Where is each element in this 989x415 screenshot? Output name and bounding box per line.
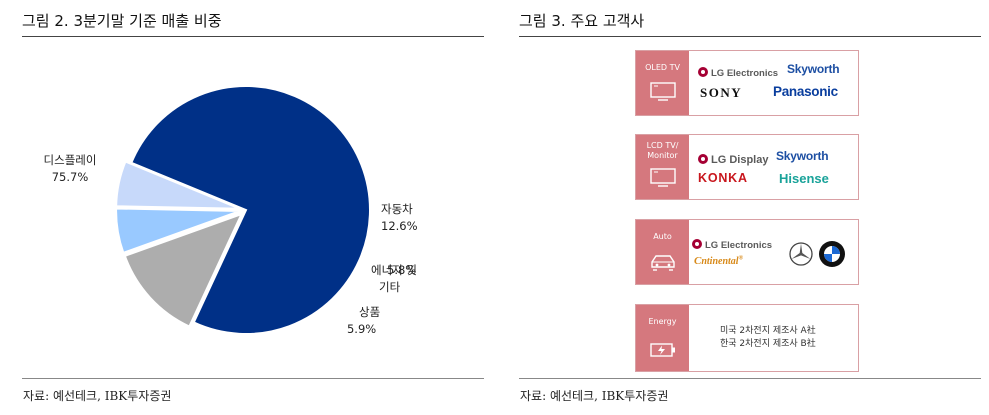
lg-logo-icon bbox=[692, 239, 702, 249]
tag-label: OLED TV bbox=[645, 63, 680, 72]
slice-name-goods: 상품 bbox=[359, 305, 381, 319]
slice-value-energy: 5.8% bbox=[387, 263, 417, 277]
chart-title: 그림 2. 3분기말 기준 매출 비중 bbox=[22, 12, 222, 30]
bmw-logo-icon bbox=[819, 241, 845, 267]
slice-label-goods: 상품 5.9% bbox=[343, 304, 380, 338]
energy-customer-b: 한국 2차전지 제조사 B社 bbox=[720, 339, 816, 349]
logo-hisense: Hisense bbox=[779, 171, 829, 186]
slice-name-auto: 자동차 bbox=[381, 202, 413, 216]
pie-slice-1 bbox=[123, 212, 244, 328]
slice-label-display: 디스플레이 75.7% bbox=[30, 152, 110, 186]
tag-oled-tv: OLED TV bbox=[636, 51, 689, 115]
lg-logo-icon bbox=[698, 154, 708, 164]
pie-slice-0 bbox=[130, 85, 371, 335]
card-energy: Energy 미국 2차전지 제조사 A社 한국 2차전지 제조사 B社 bbox=[635, 304, 859, 372]
tag-energy: Energy bbox=[636, 305, 689, 371]
customers-title: 그림 3. 주요 고객사 bbox=[519, 12, 645, 30]
slice-label-energy: 에너지 및 기타 5.8% bbox=[371, 262, 417, 294]
tag-label: Energy bbox=[648, 317, 677, 326]
logo-skyworth: Skyworth bbox=[787, 62, 840, 76]
logo-panasonic: Panasonic bbox=[773, 84, 838, 99]
logo-konka: KONKA bbox=[698, 171, 748, 185]
tv-icon bbox=[650, 82, 676, 101]
logo-lg-electronics: LG Electronics bbox=[692, 235, 772, 253]
card-lcd-monitor: LCD TV/ Monitor LG Display Skyworth KONK… bbox=[635, 134, 859, 200]
source-rule-right bbox=[519, 378, 981, 379]
logo-sony: SONY bbox=[700, 85, 743, 100]
lg-logo-icon bbox=[698, 67, 708, 77]
tag-auto: Auto bbox=[636, 220, 689, 284]
logo-lg-electronics: LG Electronics bbox=[698, 63, 778, 81]
title-rule-right bbox=[519, 36, 981, 37]
source-rule bbox=[22, 378, 484, 379]
tag-label: LCD TV/ Monitor bbox=[646, 141, 679, 160]
pie-slice-3 bbox=[115, 160, 241, 210]
slice-label-auto: 자동차 12.6% bbox=[381, 201, 418, 235]
slice-name-energy-line2: 기타 bbox=[379, 280, 401, 294]
logo-skyworth: Skyworth bbox=[776, 149, 829, 163]
slice-value-auto: 12.6% bbox=[381, 219, 418, 233]
logo-continental: Cntinental® bbox=[694, 255, 744, 267]
mercedes-logo-icon bbox=[789, 242, 813, 266]
slice-value-display: 75.7% bbox=[51, 170, 89, 184]
battery-icon bbox=[650, 343, 675, 357]
pie-chart bbox=[115, 85, 371, 335]
tag-lcd-monitor: LCD TV/ Monitor bbox=[636, 135, 689, 199]
slice-name-energy-line1: 에너지 및 bbox=[371, 263, 417, 277]
energy-customer-a: 미국 2차전지 제조사 A社 bbox=[720, 326, 816, 336]
source-note-right: 자료: 예선테크, IBK투자증권 bbox=[520, 389, 669, 403]
tag-label: Auto bbox=[653, 232, 672, 241]
card-oled-tv: OLED TV LG Electronics Skyworth SONY Pan… bbox=[635, 50, 859, 116]
card-auto: Auto LG Electronics Cntinental® bbox=[635, 219, 859, 285]
title-rule bbox=[22, 36, 484, 37]
source-note: 자료: 예선테크, IBK투자증권 bbox=[23, 389, 172, 403]
car-icon bbox=[651, 255, 675, 271]
monitor-icon bbox=[650, 168, 676, 187]
pie-slice-2 bbox=[115, 207, 241, 255]
slice-name-display: 디스플레이 bbox=[43, 153, 97, 167]
slice-value-goods: 5.9% bbox=[346, 322, 377, 336]
logo-lg-display: LG Display bbox=[698, 150, 768, 168]
